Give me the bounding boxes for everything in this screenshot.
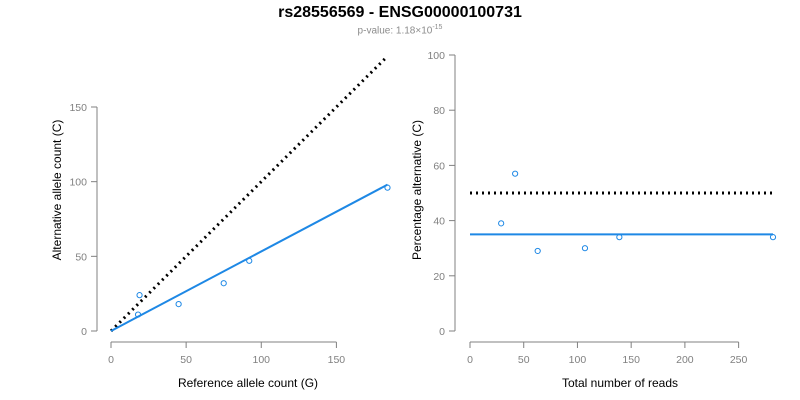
y-tick-label: 20: [433, 271, 445, 283]
y-tick-label: 60: [433, 160, 445, 172]
x-tick-label: 50: [518, 354, 530, 366]
data-point: [136, 292, 143, 299]
subtitle-text: p-value: 1.18×10: [357, 25, 433, 37]
x-tick-label: 0: [467, 354, 473, 366]
x-tick-label: 50: [180, 354, 192, 366]
x-tick-label: 0: [108, 354, 114, 366]
data-point: [498, 220, 505, 227]
x-axis-title: Total number of reads: [562, 376, 678, 390]
x-axis-title: Reference allele count (G): [178, 376, 318, 390]
y-axis-title: Percentage alternative (C): [410, 120, 424, 260]
left-panel-allele-counts: 0 50 100 150 0 50 100 150 Reference allele count…: [50, 55, 391, 390]
y-axis-title: Alternative allele count (C): [50, 120, 64, 261]
data-point: [220, 280, 227, 287]
x-tick-label: 150: [328, 354, 346, 366]
y-tick-label: 80: [433, 105, 445, 117]
right-panel-percentage-alternative: 0 50 100 150 200 250 0 20 40 60 80 100 Total number …: [410, 50, 777, 390]
data-point: [175, 301, 182, 308]
figure-subtitle: p-value: 1.18×10-15: [0, 24, 800, 36]
data-point: [384, 184, 391, 191]
data-point: [134, 311, 142, 318]
subtitle-exponent: -15: [432, 24, 443, 31]
figure-title: rs28556569 - ENSG00000100731: [278, 4, 522, 21]
x-tick-label: 200: [676, 354, 694, 366]
reference-dotted-line: [109, 55, 389, 333]
x-tick-label: 100: [569, 354, 587, 366]
data-point: [512, 170, 519, 177]
y-tick-label: 150: [69, 102, 87, 114]
x-tick-label: 250: [730, 354, 748, 366]
y-tick-label: 50: [75, 251, 87, 263]
y-tick-label: 40: [433, 216, 445, 228]
data-point: [534, 247, 541, 255]
y-tick-label: 0: [81, 326, 87, 338]
x-tick-label: 150: [622, 354, 640, 366]
y-tick-label: 100: [69, 177, 87, 189]
data-point: [581, 245, 589, 252]
x-tick-label: 100: [253, 354, 271, 366]
data-point: [246, 257, 253, 264]
y-tick-label: 100: [427, 50, 445, 62]
y-tick-label: 0: [439, 326, 445, 338]
data-point: [616, 234, 623, 241]
data-point: [769, 234, 777, 241]
